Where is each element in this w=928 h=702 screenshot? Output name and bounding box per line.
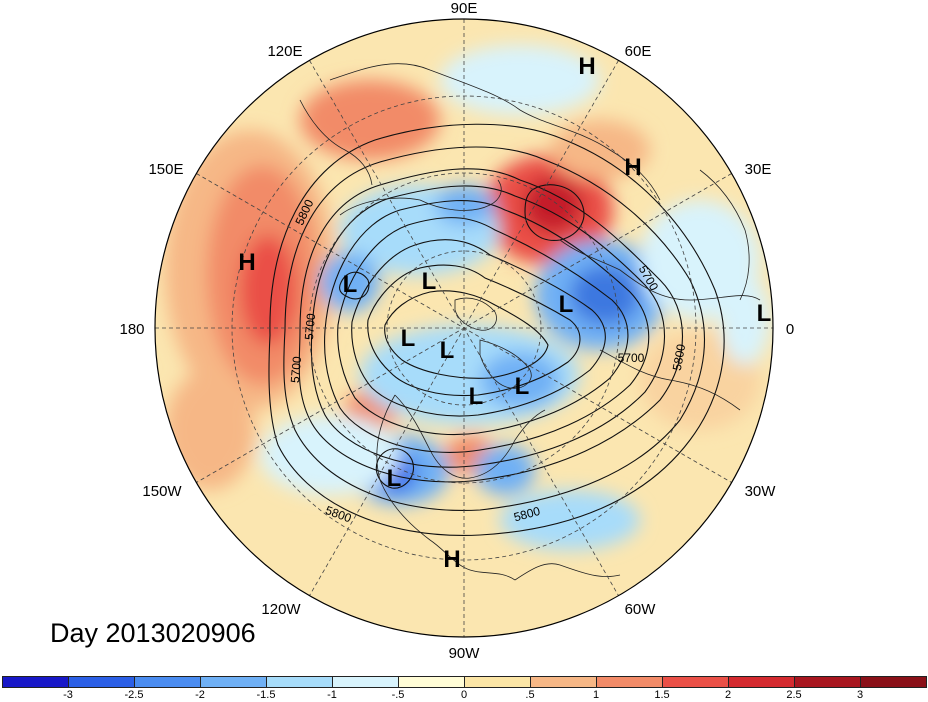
lon-label-30w: 30W — [745, 483, 777, 500]
contour-label: 5800 — [512, 504, 542, 525]
coastlines — [299, 63, 761, 581]
lon-label-150w: 150W — [142, 483, 182, 500]
colorbar-tick-label: .5 — [525, 689, 535, 701]
high-pressure-marker: H — [443, 546, 460, 573]
graticule — [155, 19, 773, 637]
contour-label: 5800 — [670, 343, 688, 372]
colorbar-tick-label: 3 — [856, 689, 864, 701]
low-pressure-marker: L — [440, 337, 455, 364]
colorbar: -3 -2.5 -2 -1.5 -1 -.5 0 .5 1 1.5 2 2.5 3 — [0, 676, 928, 702]
colorbar-swatch — [2, 676, 69, 688]
lon-label-90e: 90E — [451, 0, 478, 17]
colorbar-swatch — [530, 676, 597, 688]
colorbar-tick-label: -1.5 — [256, 689, 276, 701]
low-pressure-marker: L — [757, 300, 772, 327]
colorbar-swatch — [398, 676, 465, 688]
lon-label-60w: 60W — [625, 601, 657, 618]
lon-label-120w: 120W — [261, 601, 301, 618]
height-contours — [268, 123, 725, 536]
lon-label-120e: 120E — [267, 43, 302, 60]
colorbar-tick-label: 1 — [592, 689, 600, 701]
map-boundary — [154, 18, 774, 638]
lon-label-150e: 150E — [148, 161, 183, 178]
colorbar-swatch — [860, 676, 927, 688]
colorbar-swatch — [596, 676, 663, 688]
colorbar-swatch — [200, 676, 267, 688]
colorbar-tick-label: -.5 — [391, 689, 405, 701]
low-pressure-marker: L — [559, 291, 574, 318]
longitude-labels: 90E 60E 30E 0 30W 60W 90W 120W 150W 180 … — [119, 0, 794, 662]
colorbar-swatch — [464, 676, 531, 688]
colorbar-tick-label: 2.5 — [786, 689, 802, 701]
colorbar-tick-label: 1.5 — [654, 689, 670, 701]
low-pressure-marker: L — [469, 383, 484, 410]
colorbar-swatch — [662, 676, 729, 688]
colorbar-swatch — [728, 676, 795, 688]
low-pressure-marker: L — [401, 325, 416, 352]
high-pressure-marker: H — [624, 154, 641, 181]
colorbar-tick-label: -2 — [195, 689, 205, 701]
lon-label-180: 180 — [119, 321, 144, 338]
colorbar-tick-label: 2 — [724, 689, 732, 701]
colorbar-swatch — [68, 676, 135, 688]
colorbar-tick-label: -3 — [63, 689, 73, 701]
contour-label: 5700 — [288, 355, 304, 383]
lon-label-90w: 90W — [449, 645, 481, 662]
low-pressure-marker: L — [515, 373, 530, 400]
contour-value-labels: 5800 5700 5700 5700 5700 5800 5800 5800 — [288, 197, 688, 526]
colorbar-tick-label: -2.5 — [124, 689, 144, 701]
lon-label-0: 0 — [786, 321, 794, 338]
low-pressure-marker: L — [422, 268, 437, 295]
colorbar-tick-label: 0 — [460, 689, 468, 701]
lon-label-60e: 60E — [625, 43, 652, 60]
lon-label-30e: 30E — [745, 161, 772, 178]
colorbar-swatch — [134, 676, 201, 688]
colorbar-swatch — [794, 676, 861, 688]
colorbar-swatch — [266, 676, 333, 688]
high-pressure-marker: H — [238, 249, 255, 276]
colorbar-swatch — [332, 676, 399, 688]
high-pressure-marker: H — [578, 53, 595, 80]
pressure-center-markers: H H H H L L L L L L L L L — [238, 53, 771, 573]
low-pressure-marker: L — [343, 271, 358, 298]
low-pressure-marker: L — [387, 465, 402, 492]
contour-label: 5700 — [302, 312, 318, 340]
date-label: Day 2013020906 — [50, 618, 256, 648]
colorbar-tick-label: -1 — [327, 689, 337, 701]
contour-label: 5700 — [618, 351, 645, 365]
